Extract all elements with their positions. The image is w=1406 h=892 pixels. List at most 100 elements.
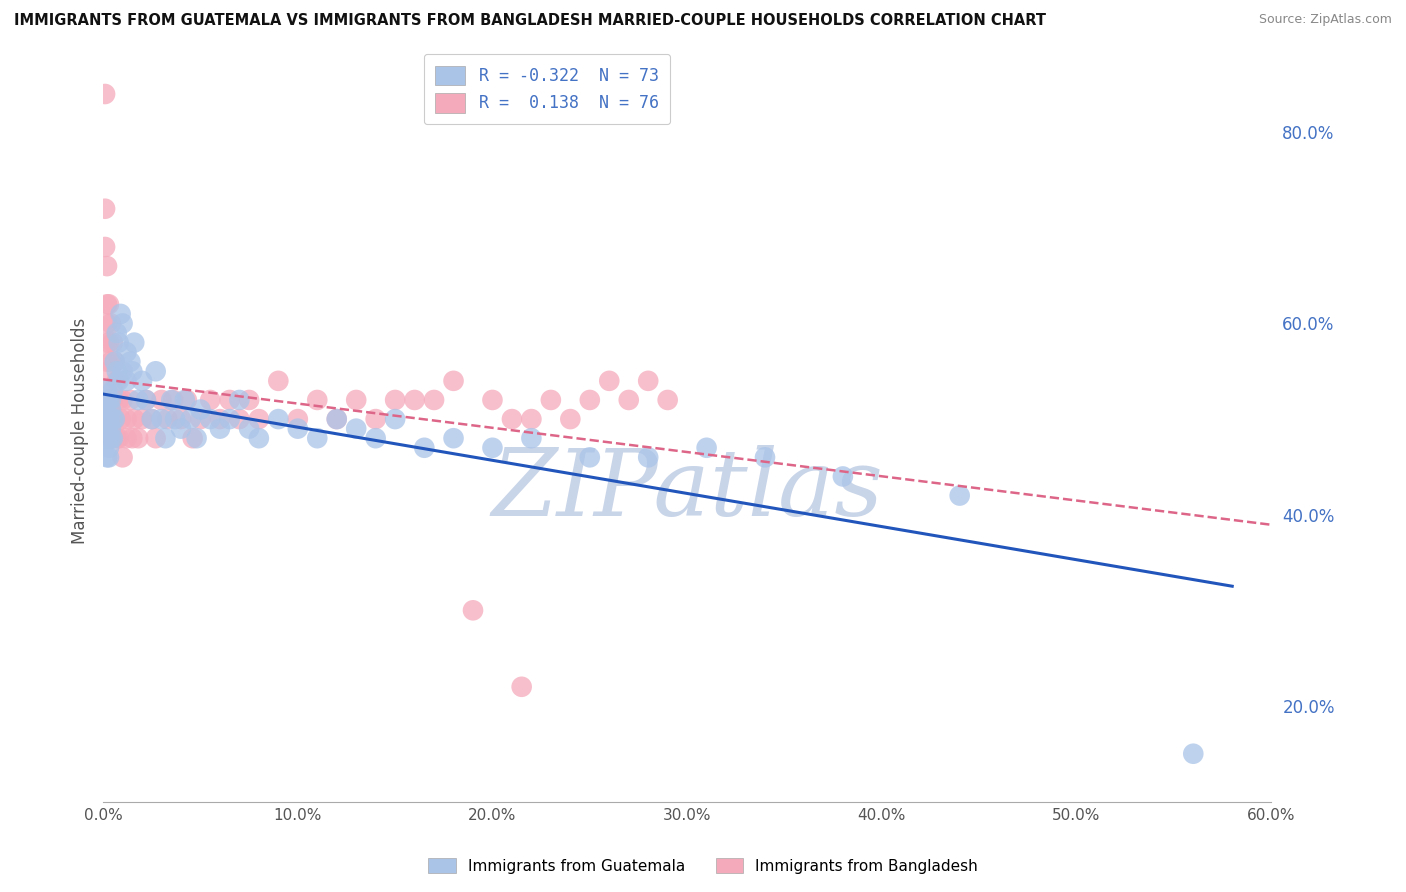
Point [560,412,582,426]
Point [101,384,124,398]
Point [364,412,387,426]
Point [155,431,177,445]
Point [384,412,406,426]
Point [170,412,193,426]
Point [100,392,122,407]
Point [96,392,118,407]
Point [131,412,153,426]
Point [107,335,129,350]
Point [100,317,122,331]
Point [101,392,124,407]
Point [162,392,184,407]
Point [96,426,118,441]
Point [101,412,124,426]
Point [94,417,117,431]
Point [578,392,600,407]
Point [443,374,465,388]
Point [190,402,212,417]
Point [949,489,972,503]
Point [165,412,187,426]
Point [107,374,129,388]
Point [127,431,149,445]
Point [443,431,465,445]
Point [96,355,118,369]
Point [96,384,118,398]
Point [94,202,117,216]
Point [104,355,127,369]
Point [104,355,127,369]
Point [578,450,600,465]
Point [238,392,260,407]
Point [94,87,117,101]
Point [228,392,250,407]
Point [135,392,157,407]
Point [150,392,173,407]
Point [156,412,179,426]
Text: ZIPatlas: ZIPatlas [491,445,883,535]
Point [96,450,118,465]
Point [115,431,138,445]
Point [104,412,127,426]
Legend: R = -0.322  N = 73, R =  0.138  N = 76: R = -0.322 N = 73, R = 0.138 N = 76 [423,54,671,124]
Point [617,392,640,407]
Point [228,412,250,426]
Point [107,431,129,445]
Point [94,412,117,426]
Point [96,335,118,350]
Text: IMMIGRANTS FROM GUATEMALA VS IMMIGRANTS FROM BANGLADESH MARRIED-COUPLE HOUSEHOLD: IMMIGRANTS FROM GUATEMALA VS IMMIGRANTS … [14,13,1046,29]
Point [111,317,134,331]
Point [344,422,367,436]
Point [98,431,121,445]
Point [696,441,718,455]
Point [423,392,446,407]
Point [307,392,329,407]
Point [384,392,406,407]
Point [325,412,347,426]
Point [831,469,853,483]
Point [637,450,659,465]
Point [124,412,146,426]
Point [135,392,157,407]
Point [111,364,134,378]
Point [461,603,484,617]
Point [481,441,503,455]
Point [208,422,231,436]
Point [121,364,143,378]
Point [101,431,124,445]
Point [110,412,132,426]
Point [657,392,679,407]
Point [100,355,122,369]
Point [287,412,309,426]
Point [98,297,121,311]
Point [501,412,523,426]
Y-axis label: Married-couple Households: Married-couple Households [72,318,89,544]
Point [124,335,146,350]
Point [96,259,118,273]
Point [238,422,260,436]
Point [160,392,183,407]
Point [110,307,132,321]
Legend: Immigrants from Guatemala, Immigrants from Bangladesh: Immigrants from Guatemala, Immigrants fr… [422,852,984,880]
Point [190,412,212,426]
Point [200,392,222,407]
Point [98,392,121,407]
Point [145,431,167,445]
Point [170,422,193,436]
Point [247,431,270,445]
Point [127,392,149,407]
Point [267,374,290,388]
Point [344,392,367,407]
Point [287,422,309,436]
Point [174,392,197,407]
Point [1182,747,1205,761]
Point [218,392,240,407]
Point [111,450,134,465]
Point [481,392,503,407]
Point [98,450,121,465]
Point [101,335,124,350]
Point [111,392,134,407]
Point [100,402,122,417]
Point [510,680,533,694]
Point [325,412,347,426]
Point [131,374,153,388]
